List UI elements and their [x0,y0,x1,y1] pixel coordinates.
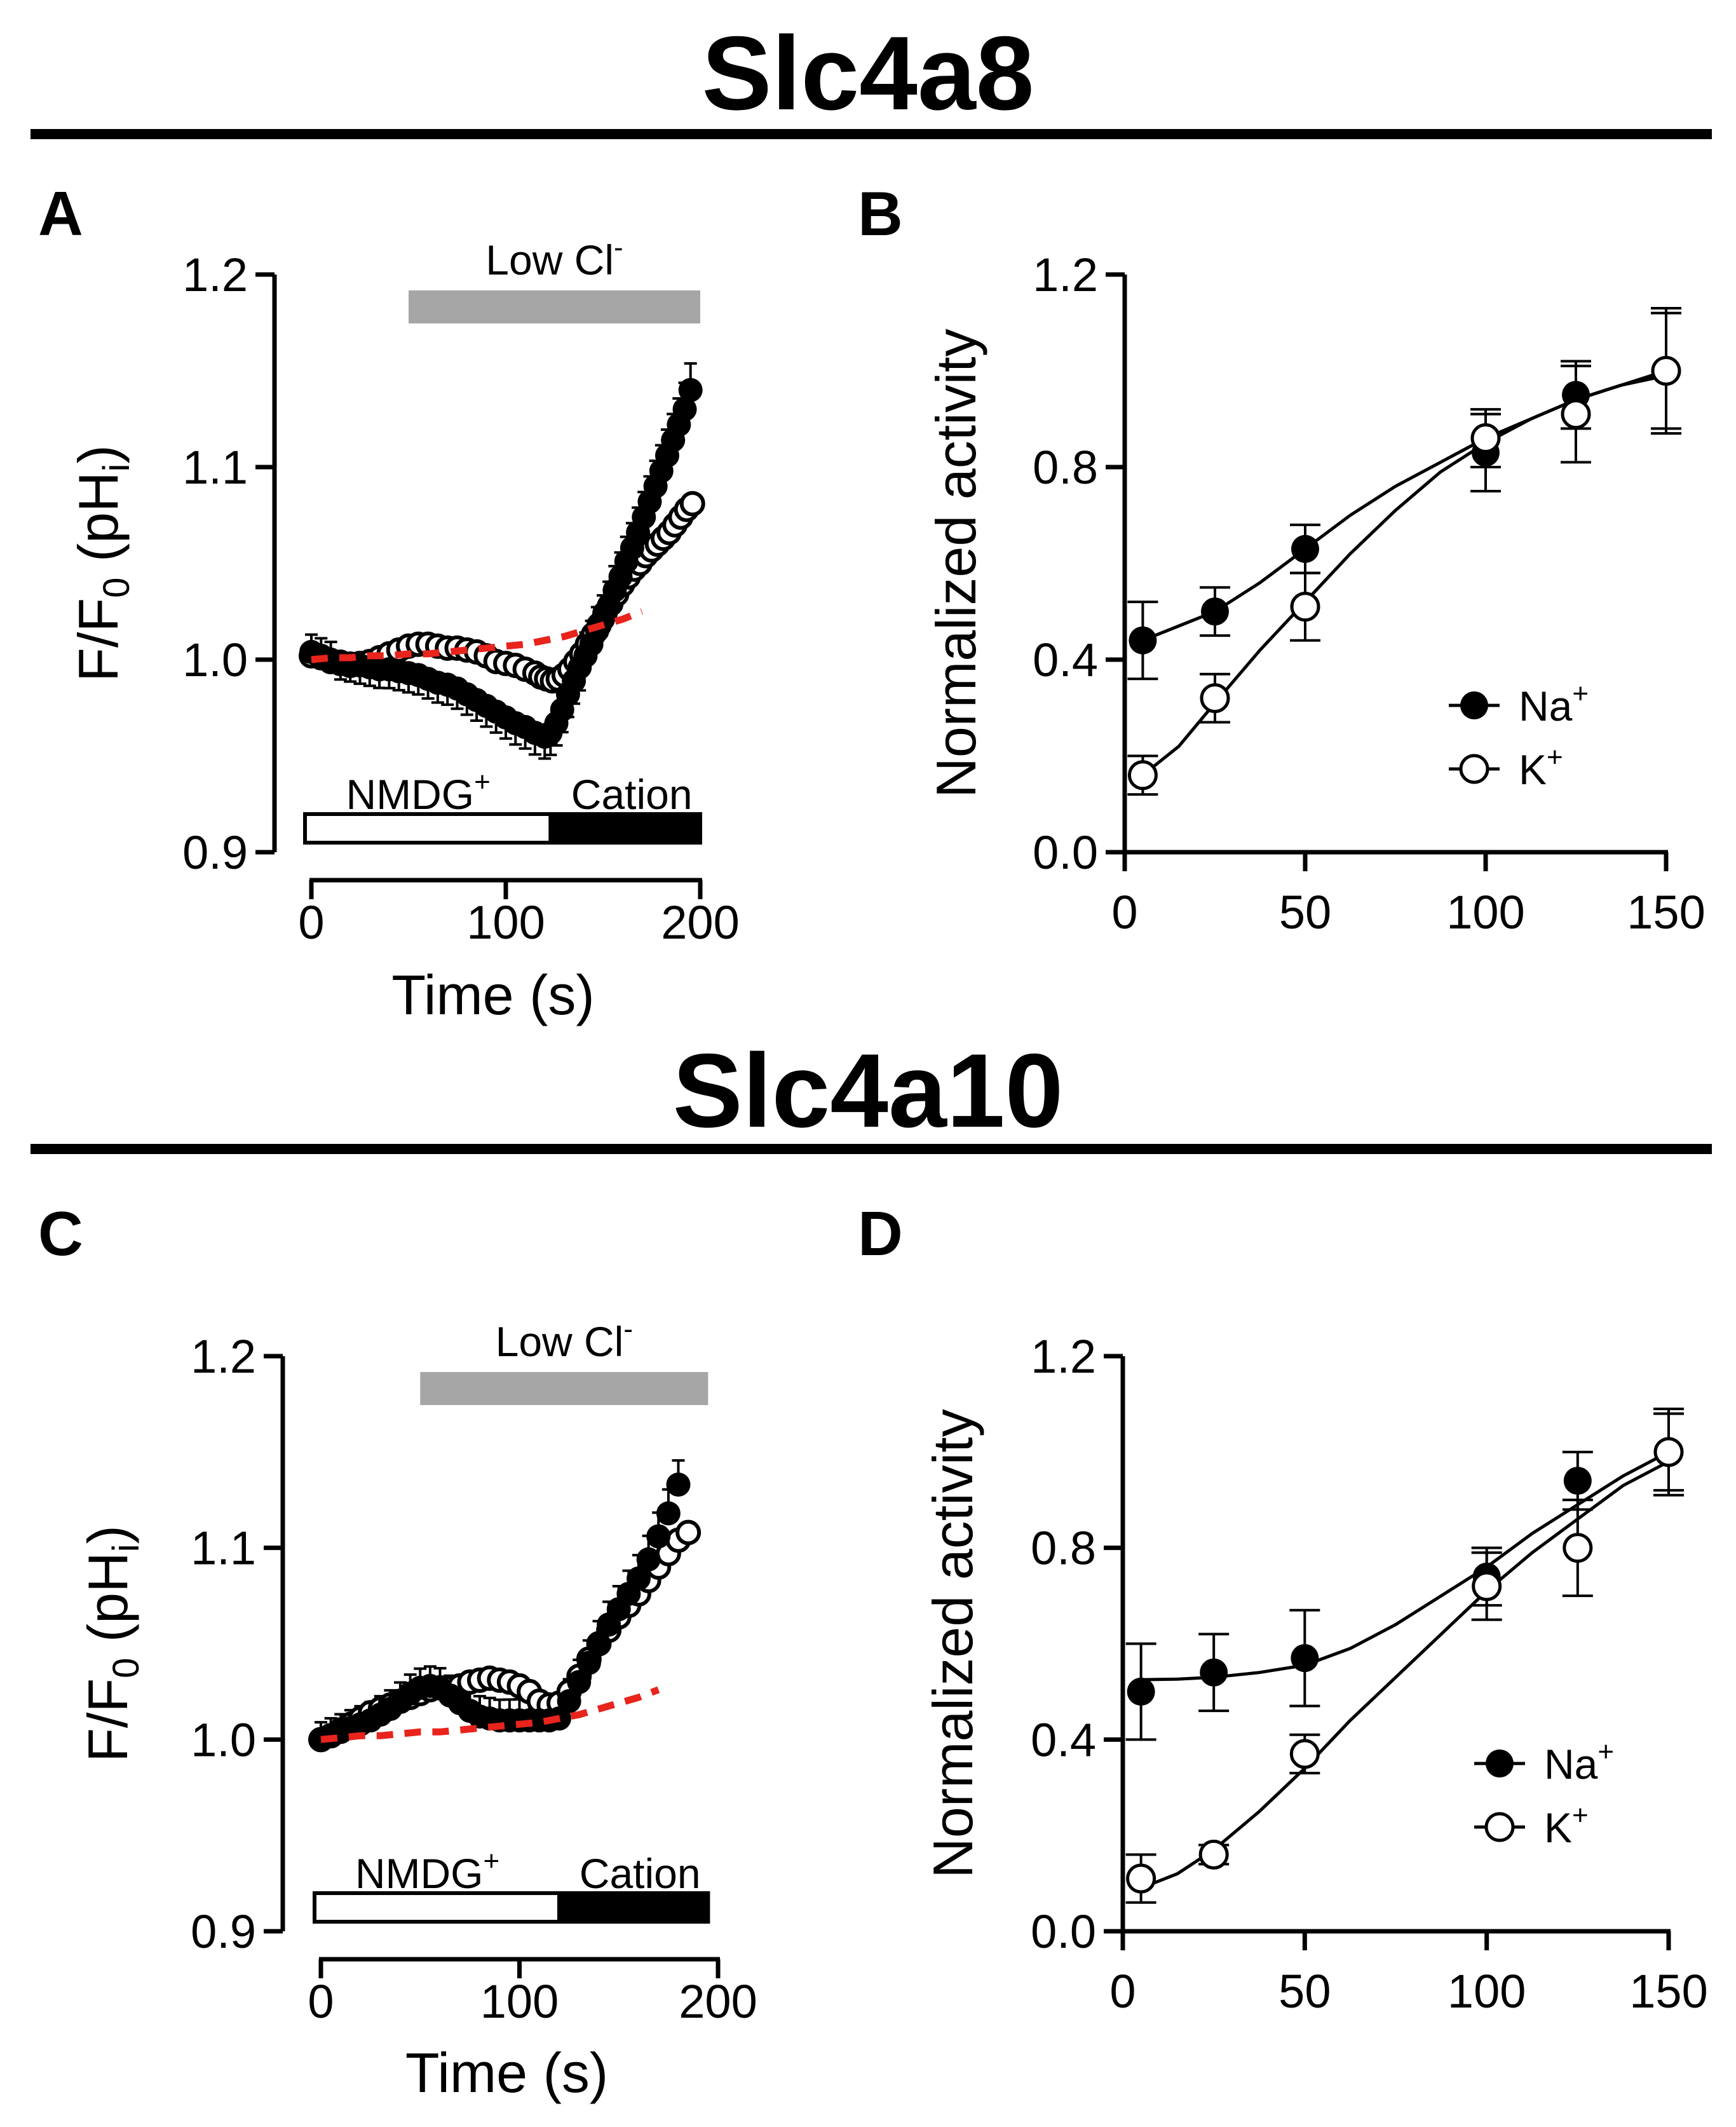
panel-d-na-point [1127,1677,1155,1706]
panel-b-x-tick-label: 100 [1446,886,1524,939]
panel-d-y-axis-label: Normalized activity [921,1409,984,1878]
panel-letter-c: C [38,1199,83,1268]
panel-d-k-point [1472,1571,1502,1601]
panel-c-low-cl-label: Low Cl- [496,1314,633,1365]
panel-c-na-point [636,1547,661,1572]
panel-b-y-tick-label: 0.0 [1033,826,1098,879]
panel-c-x-tick-label: 100 [480,1975,559,2028]
panel-c-control-line [320,1686,660,1743]
panel-b-legend-marker-na [1460,691,1488,719]
panel-d-x-tick-label: 150 [1629,1965,1707,2018]
panel-d-x-tick-label: 0 [1109,1965,1136,2018]
panel-a-low-cl-label: Low Cl- [485,232,623,283]
panel-b-y-axis-label: Normalized activity [925,329,987,798]
panel-d-x-tick-label: 100 [1448,1965,1526,2018]
panel-b-x-tick-label: 0 [1111,886,1137,939]
panel-a-low-cl-bar [409,290,700,323]
panel-d-k-point [1289,1739,1320,1769]
panel-c-x-tick-label: 200 [679,1975,757,2028]
panel-a-x-tick-label: 200 [661,896,739,949]
panel-d-y-tick-label: 0.4 [1031,1713,1096,1766]
panel-a-x-axis-label: Time (s) [391,963,594,1026]
panel-d-k-point [1198,1839,1229,1870]
panel-letter-a: A [38,179,83,248]
panel-c-y-tick-label: 1.1 [191,1522,256,1575]
panel-a-x-tick-label: 100 [466,896,545,949]
panel-a-plot: 0.9 1.0 1.1 1.2 0 100 200 F/F0 (pHi) Time (s) Low… [67,232,740,1026]
panel-a-y-tick-label: 1.1 [182,441,248,494]
panel-b-plot: 0.0 0.4 0.8 1.2 0 50 100 150 Normalized activity… [925,248,1705,939]
panel-b-k-point [1290,592,1320,622]
panel-c-nmdg-bar [313,1891,561,1924]
title-slc4a8: Slc4a8 [702,15,1034,132]
panel-b-k-point [1561,399,1591,430]
panel-d-k-point [1653,1437,1684,1467]
panel-b-na-point [1201,597,1229,626]
panel-c-na-point [627,1566,651,1591]
panel-c-x-axis-label: Time (s) [405,2041,608,2104]
panel-c-k-point [675,1519,702,1546]
panel-a-y-tick-label: 1.2 [182,248,248,301]
panel-a-na-point [678,377,703,402]
panel-c-na-point [567,1669,592,1694]
panel-b-na-point [1129,626,1157,655]
separator-top [31,129,1712,139]
panel-d-plot: 0.0 0.4 0.8 1.2 0 50 100 150 Normalized activity… [921,1330,1708,2018]
panel-d-legend-marker-k [1484,1812,1515,1842]
panel-d-na-point [1291,1644,1319,1673]
panel-d-y-tick-label: 0.8 [1031,1522,1096,1575]
panel-letter-b: B [858,179,903,248]
panel-a-k-point [679,491,705,517]
panel-c-na-point [576,1650,601,1675]
panel-b-y-tick-label: 0.8 [1033,441,1098,494]
panel-c-plot: 0.9 1.0 1.1 1.2 0 100 200 F/F0 (pHi) Time (s) Low… [76,1314,757,2104]
panel-b-k-point [1200,683,1230,714]
panel-d-legend-marker-na [1486,1750,1514,1777]
panel-d-k-point [1126,1863,1156,1894]
panel-d-y-tick-label: 1.2 [1031,1330,1096,1383]
panel-c-y-axis-label: F/F0 (pHi) [76,1525,147,1762]
panel-a-cation-label: Cation [571,771,693,818]
panel-c-na-point [656,1501,681,1526]
panel-c-na-point [666,1472,691,1497]
panel-a-nmdg-bar [303,812,553,845]
panel-b-na-point [1291,534,1319,563]
panel-c-x-tick-label: 0 [308,1975,334,2028]
separator-bottom [31,1144,1712,1154]
panel-c-na-point [646,1524,671,1549]
panel-c-cation-bar [557,1891,710,1924]
panel-a-cation-bar [548,812,702,845]
panel-b-k-point [1127,760,1158,791]
panel-b-k-point [1651,356,1681,386]
panel-a-y-tick-label: 1.0 [182,634,248,686]
panel-d-na-point [1563,1467,1592,1495]
panel-b-legend-marker-k [1459,754,1489,784]
panel-a-y-axis-label: F/F0 (pHi) [67,445,137,682]
panel-c-low-cl-bar [420,1372,709,1405]
panel-b-x-tick-label: 150 [1627,886,1705,939]
panel-c-na-point [557,1689,581,1713]
panel-d-k-point [1563,1533,1593,1563]
panel-c-na-point [587,1631,611,1656]
panel-d-na-point [1200,1658,1228,1687]
panel-a-x-tick-label: 0 [298,896,324,949]
panel-c-nmdg-label: NMDG+ [355,1845,499,1897]
panel-b-k-point [1470,423,1501,454]
panel-letter-d: D [858,1199,903,1268]
panel-a-y-tick-label: 0.9 [182,826,248,879]
panel-b-y-tick-label: 0.4 [1033,634,1098,686]
panel-a-nmdg-label: NMDG+ [346,766,491,818]
panel-c-y-tick-label: 1.0 [191,1713,256,1766]
panel-d-y-tick-label: 0.0 [1031,1905,1096,1958]
panel-c-y-tick-label: 1.2 [191,1330,256,1383]
title-slc4a10: Slc4a10 [673,1032,1064,1149]
panel-a-na-point [672,397,697,422]
panel-b-y-tick-label: 1.2 [1033,248,1098,301]
panel-b-x-tick-label: 50 [1279,886,1331,939]
panel-c-y-tick-label: 0.9 [191,1905,256,1958]
panel-c-cation-label: Cation [580,1850,701,1897]
panel-d-x-tick-label: 50 [1278,1965,1331,2018]
